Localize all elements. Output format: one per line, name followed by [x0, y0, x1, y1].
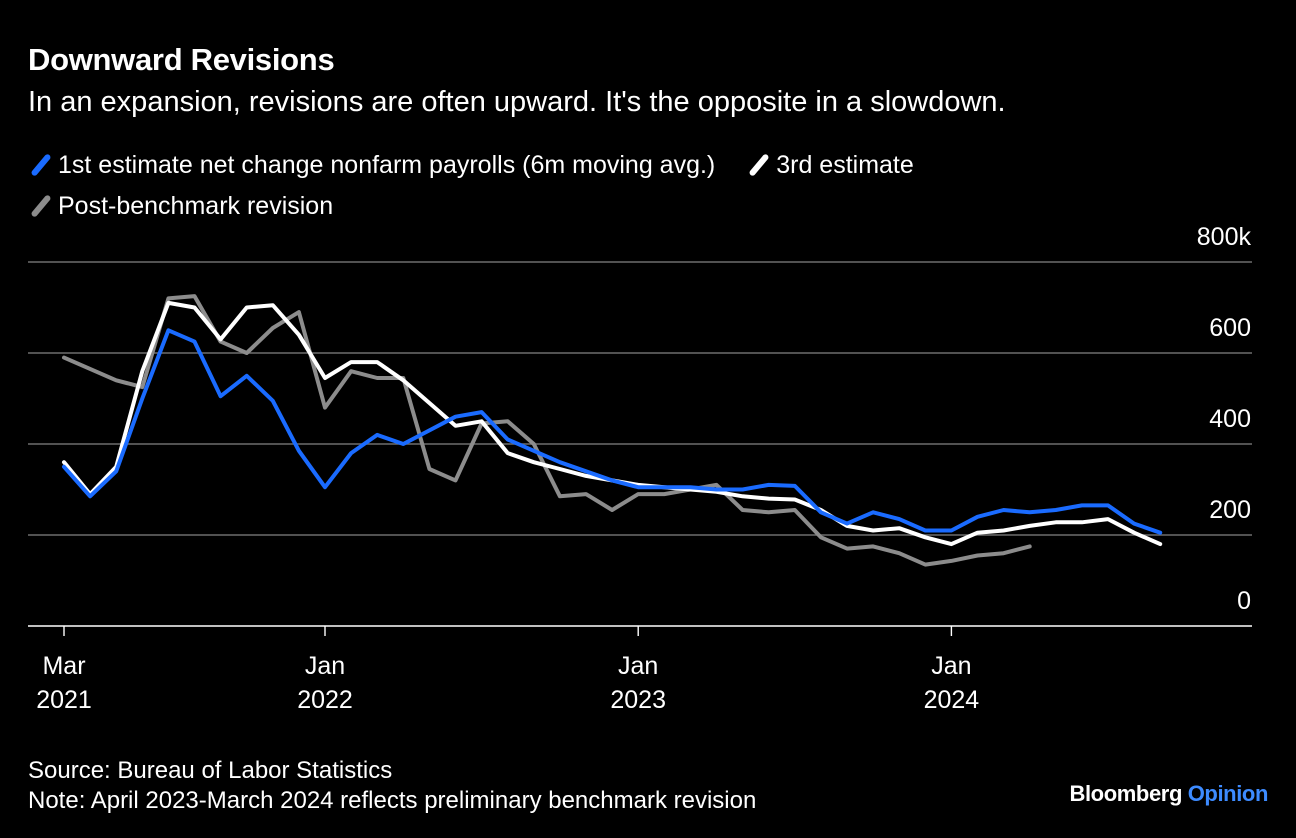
y-tick-label-800: 800k: [1197, 223, 1252, 251]
source-note: Source: Bureau of Labor Statistics: [28, 757, 393, 784]
chart-legend: 1st estimate net change nonfarm payrolls…: [28, 147, 1248, 229]
x-tick-year-2024-01: 2024: [924, 686, 980, 714]
legend-item-post-benchmark: Post-benchmark revision: [28, 188, 333, 224]
legend-item-first-estimate: 1st estimate net change nonfarm payrolls…: [28, 147, 715, 183]
y-tick-label-0: 0: [1237, 587, 1251, 615]
legend-item-third-estimate: 3rd estimate: [746, 147, 914, 183]
chart-subtitle: In an expansion, revisions are often upw…: [28, 86, 1006, 118]
x-tick-label-2024-01: Jan: [931, 652, 971, 680]
x-tick-year-2022-01: 2022: [297, 686, 353, 714]
legend-label-third-estimate: 3rd estimate: [776, 151, 914, 179]
brand-name: Bloomberg: [1069, 781, 1182, 806]
y-tick-label-200: 200: [1209, 496, 1251, 524]
x-tick-year-2021-03: 2021: [36, 686, 92, 714]
legend-label-first-estimate: 1st estimate net change nonfarm payrolls…: [58, 151, 716, 179]
x-tick-label-2023-01: Jan: [618, 652, 658, 680]
y-tick-label-600: 600: [1209, 314, 1251, 342]
chart-footer: Source: Bureau of Labor Statistics Note:…: [28, 756, 756, 816]
x-tick-label-2022-01: Jan: [305, 652, 345, 680]
series-first-estimate: [62, 328, 1163, 535]
legend-label-post-benchmark: Post-benchmark revision: [58, 192, 334, 220]
brand-accent: Opinion: [1187, 781, 1269, 806]
y-tick-label-400: 400: [1209, 405, 1251, 433]
x-axis: Mar 2021 Jan 2022 Jan 2023 Jan 2024: [36, 626, 979, 714]
series-post-benchmark: [62, 294, 1032, 567]
bloomberg-opinion-logo: Bloomberg Opinion: [1069, 781, 1268, 807]
chart-title: Downward Revisions: [28, 42, 335, 77]
gridlines: [28, 261, 1252, 627]
footnote: Note: April 2023-March 2024 reflects pre…: [28, 787, 757, 814]
y-axis-labels: 0 200 400 600 800k: [1197, 223, 1252, 615]
series-lines: [62, 294, 1163, 567]
x-tick-label-2021-03: Mar: [42, 652, 85, 680]
x-tick-year-2023-01: 2023: [610, 686, 666, 714]
